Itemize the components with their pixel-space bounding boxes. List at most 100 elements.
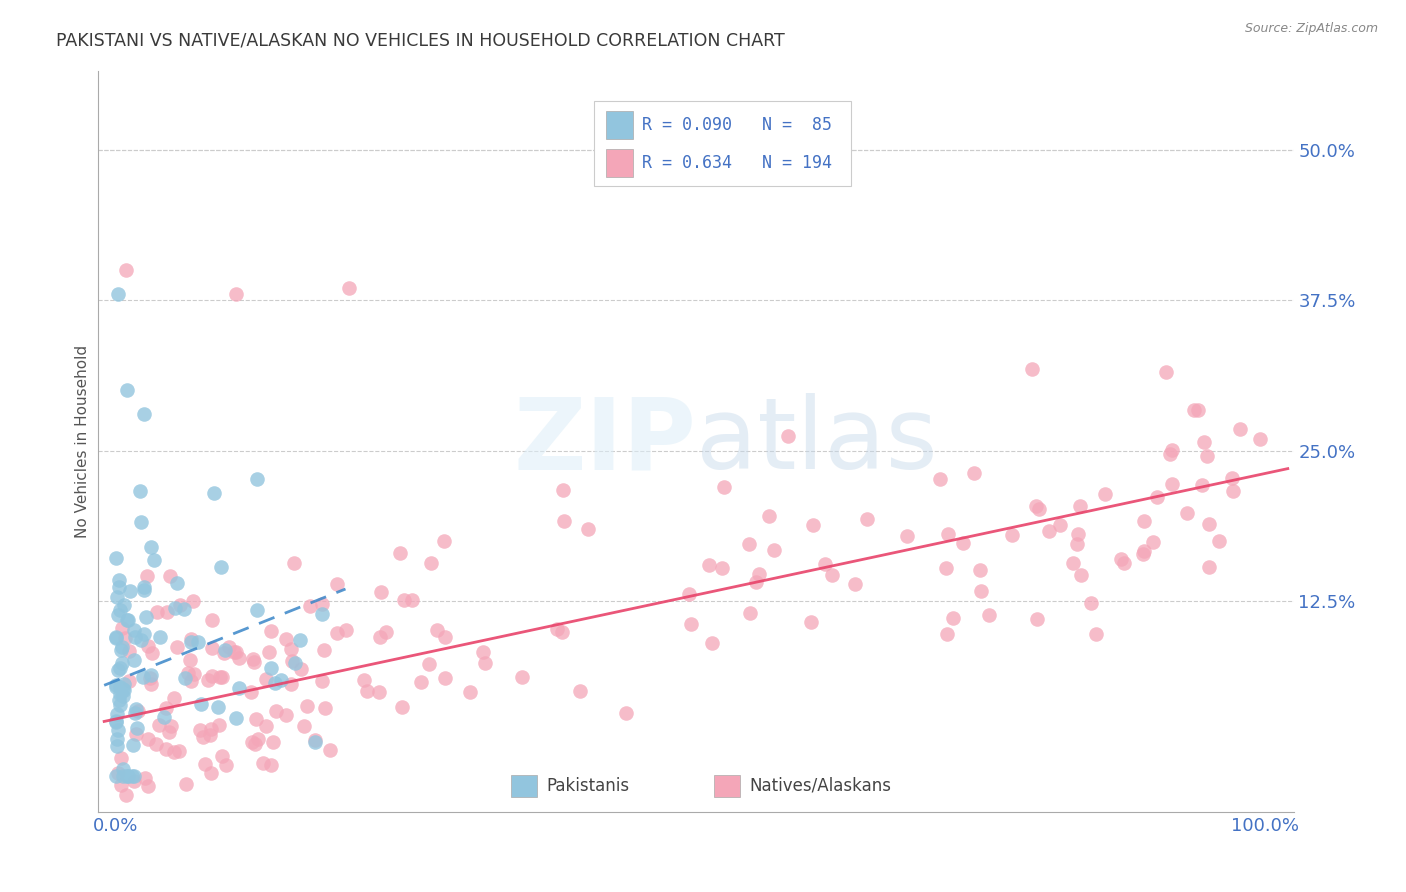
Point <box>576 522 599 536</box>
Point <box>166 576 188 591</box>
Point <box>1198 560 1220 574</box>
Point <box>1062 556 1084 570</box>
Point <box>1132 548 1154 562</box>
Point <box>553 514 575 528</box>
Point <box>108 573 131 587</box>
Point <box>801 517 824 532</box>
Point <box>149 630 172 644</box>
Point <box>114 631 136 645</box>
Point <box>127 704 149 718</box>
Point <box>697 558 720 572</box>
Point <box>1208 533 1230 548</box>
Point <box>107 765 129 780</box>
Point <box>263 676 285 690</box>
Point <box>935 561 957 575</box>
Y-axis label: No Vehicles in Household: No Vehicles in Household <box>75 345 90 538</box>
Point <box>115 788 138 802</box>
Point <box>314 700 336 714</box>
Point <box>1069 499 1091 513</box>
Point <box>122 652 145 666</box>
Point <box>110 643 132 657</box>
Point <box>970 584 993 599</box>
Point <box>426 623 449 637</box>
Point <box>159 569 181 583</box>
Point <box>104 769 127 783</box>
Point <box>292 719 315 733</box>
Point <box>201 613 224 627</box>
Point <box>191 730 214 744</box>
Point <box>117 613 139 627</box>
Point <box>280 642 302 657</box>
Point <box>141 668 163 682</box>
Point <box>1112 557 1135 571</box>
Point <box>117 769 139 783</box>
Point <box>260 758 283 772</box>
Point <box>143 553 166 567</box>
Point <box>280 677 302 691</box>
Point <box>166 640 188 654</box>
Point <box>1133 544 1156 558</box>
Point <box>121 769 143 783</box>
Point <box>155 742 177 756</box>
Point <box>215 758 238 772</box>
Point <box>821 567 844 582</box>
Point <box>952 535 974 549</box>
Point <box>1066 537 1088 551</box>
Point <box>800 615 823 630</box>
Point <box>108 698 131 712</box>
Point <box>1222 484 1244 499</box>
Point <box>129 515 152 529</box>
Point <box>776 429 799 443</box>
Point <box>112 690 135 704</box>
Point <box>155 700 177 714</box>
Point <box>1229 422 1251 436</box>
Point <box>207 699 229 714</box>
Point <box>941 611 963 625</box>
Point <box>700 636 723 650</box>
Point <box>152 709 174 723</box>
Point <box>314 642 336 657</box>
Point <box>1197 449 1219 463</box>
Point <box>228 651 250 665</box>
Point <box>474 657 496 671</box>
Point <box>157 724 180 739</box>
Point <box>188 723 211 737</box>
Point <box>111 621 134 635</box>
Point <box>977 608 1000 623</box>
Point <box>112 682 135 697</box>
Point <box>401 593 423 607</box>
Text: R = 0.090   N =  85: R = 0.090 N = 85 <box>643 117 832 135</box>
Point <box>546 622 568 636</box>
Point <box>202 485 225 500</box>
Point <box>274 708 297 723</box>
Point <box>1249 433 1271 447</box>
Point <box>748 567 770 582</box>
Point <box>115 613 138 627</box>
Point <box>1094 487 1116 501</box>
Point <box>245 712 267 726</box>
Point <box>245 737 267 751</box>
Text: Pakistanis: Pakistanis <box>547 777 630 795</box>
Point <box>108 661 131 675</box>
Point <box>173 601 195 615</box>
Point <box>744 575 766 590</box>
Point <box>135 569 157 583</box>
Point <box>1146 490 1168 504</box>
Point <box>146 605 169 619</box>
Point <box>337 281 360 295</box>
Text: ZIP: ZIP <box>513 393 696 490</box>
Point <box>758 508 780 523</box>
Point <box>311 598 333 612</box>
FancyBboxPatch shape <box>595 101 852 186</box>
Point <box>458 685 481 699</box>
Point <box>335 624 357 638</box>
Point <box>174 777 197 791</box>
Point <box>243 655 266 669</box>
Bar <box>714 774 740 797</box>
Point <box>125 702 148 716</box>
Point <box>181 594 204 608</box>
Point <box>174 671 197 685</box>
Point <box>138 779 160 793</box>
Point <box>295 699 318 714</box>
Point <box>1070 567 1092 582</box>
